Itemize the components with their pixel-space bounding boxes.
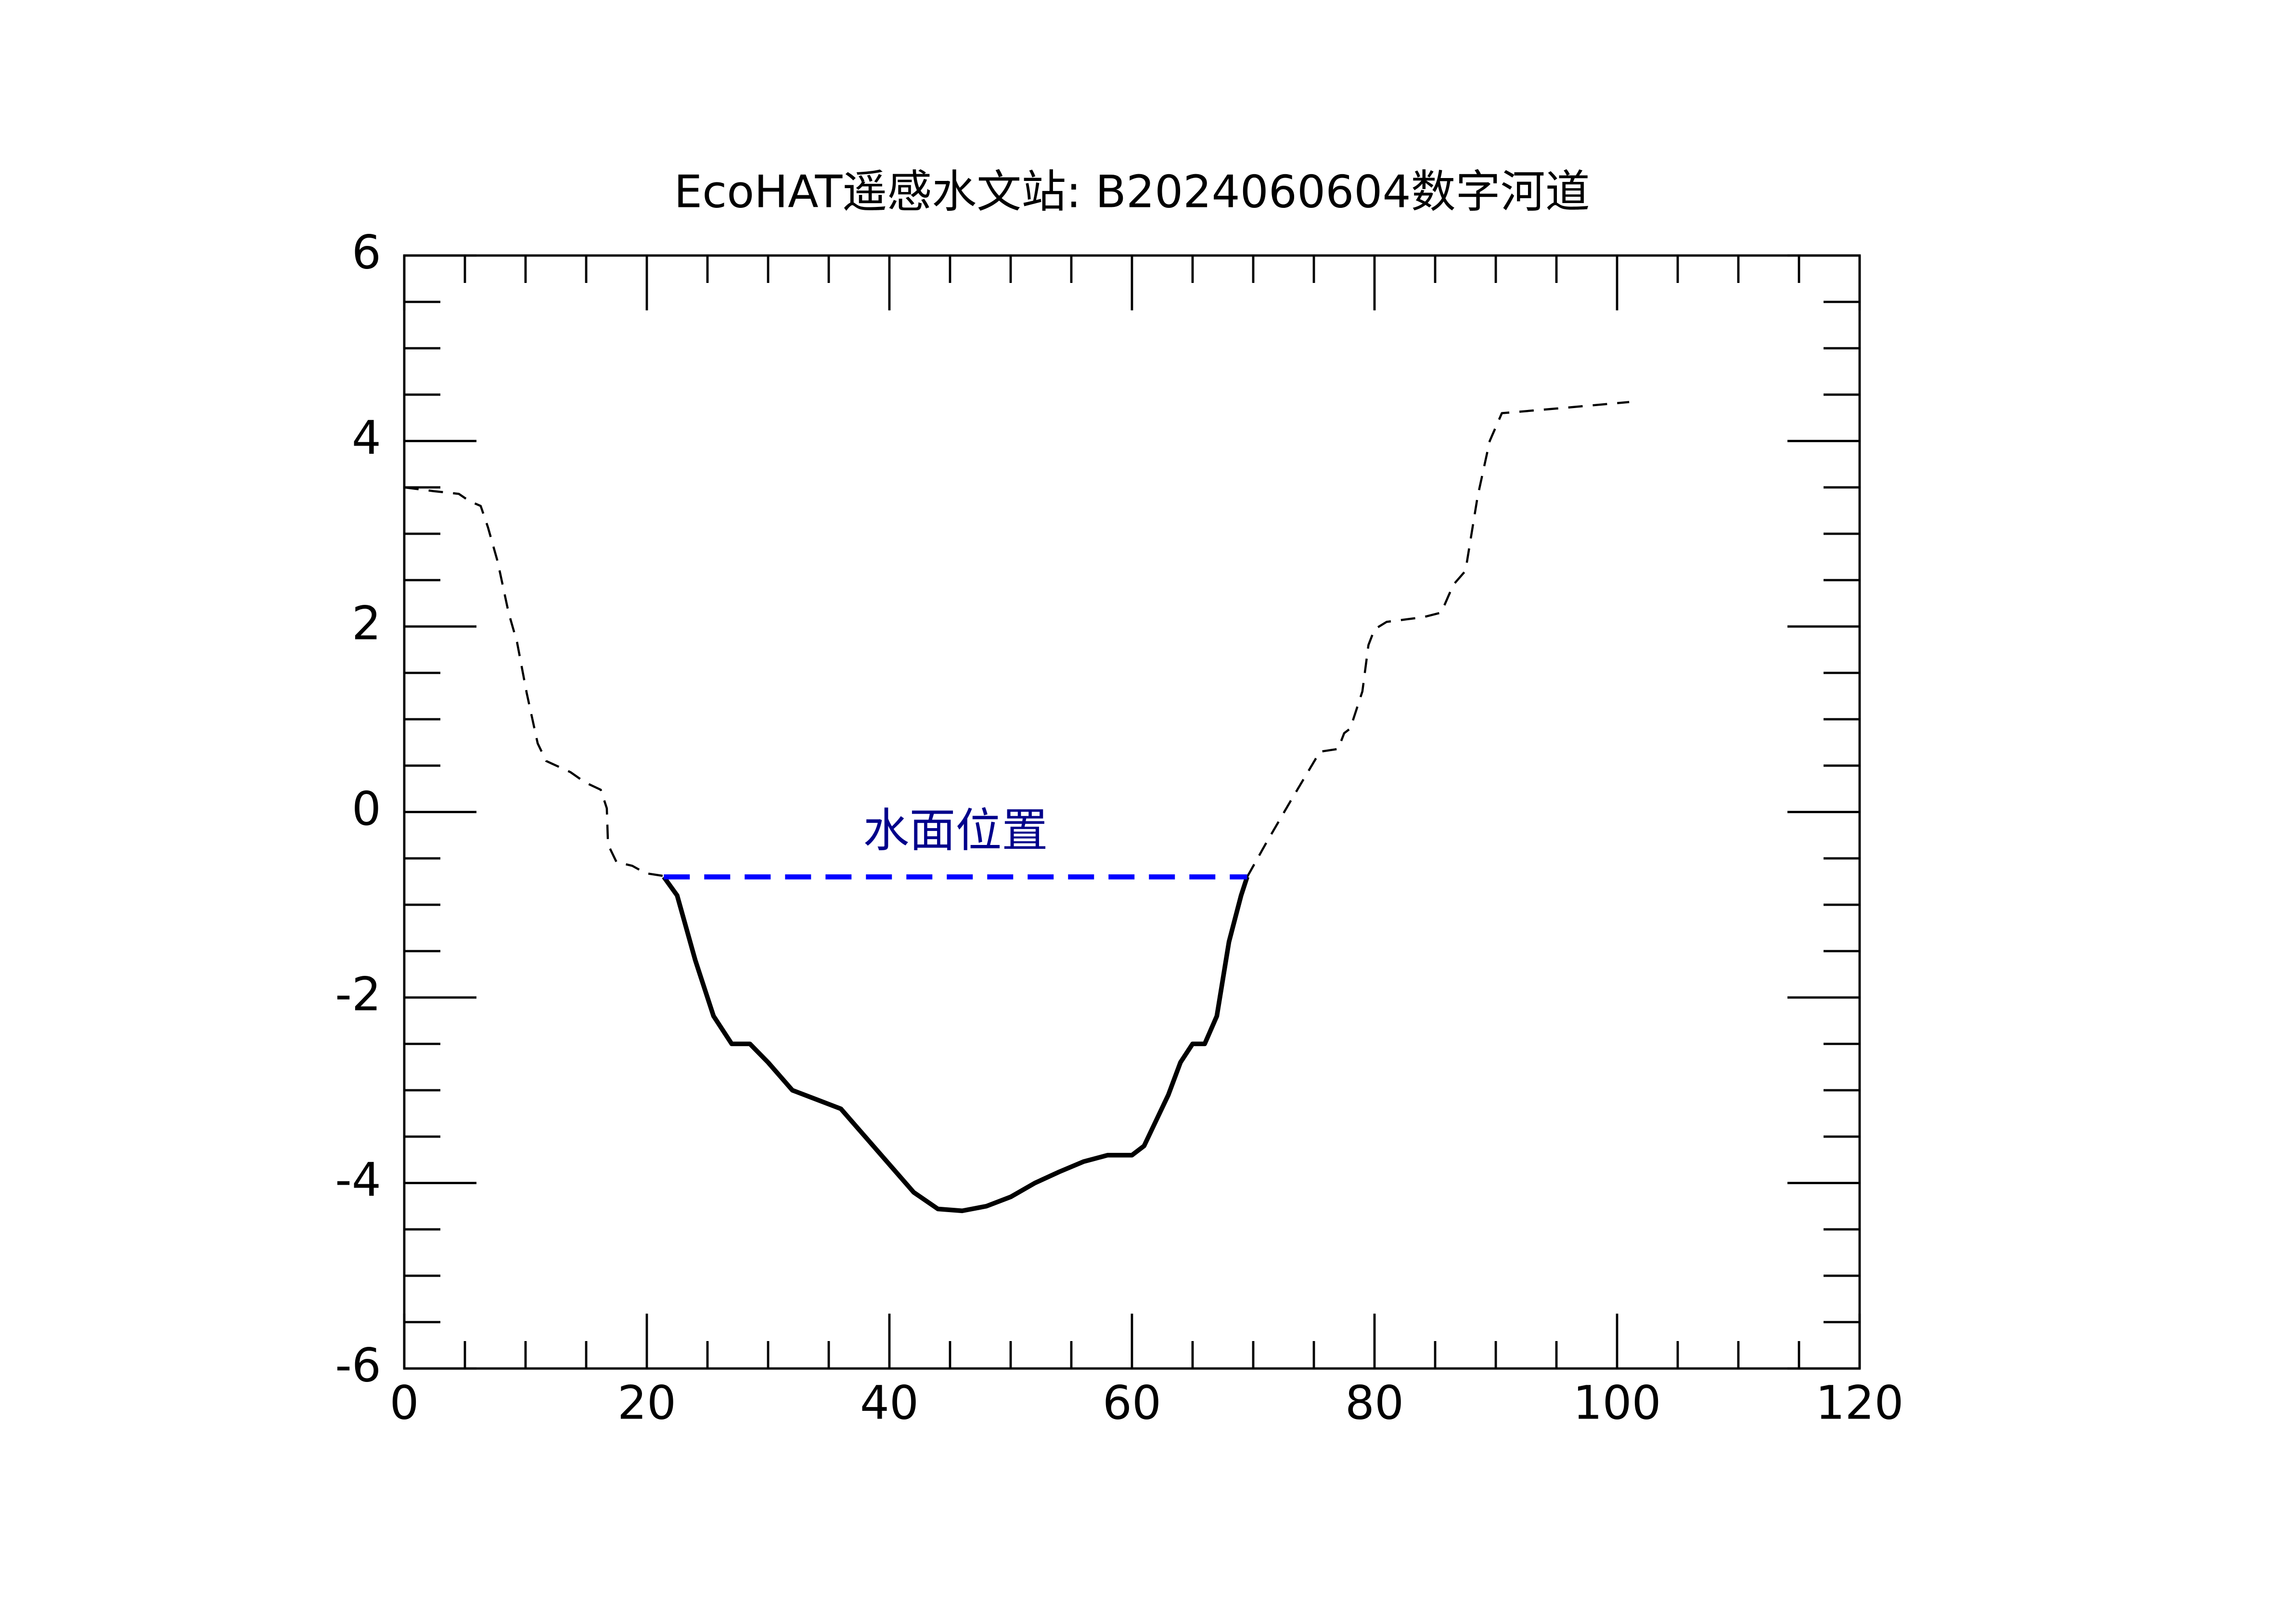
y-tick-label: 4 (352, 411, 381, 465)
profile-line (404, 486, 664, 877)
profile-line (662, 875, 1249, 1214)
x-tick-label: 80 (1345, 1376, 1404, 1430)
profile-line (1246, 401, 1630, 878)
y-tick-label: -6 (335, 1338, 381, 1392)
y-tick-label: 0 (352, 782, 381, 836)
x-tick-label: 40 (860, 1376, 919, 1430)
y-tick-label: 6 (352, 225, 381, 279)
y-tick-label: 2 (352, 596, 381, 650)
annotation: 水面位置 (863, 804, 1048, 857)
x-tick-label: 120 (1815, 1376, 1903, 1430)
x-tick-label: 100 (1573, 1376, 1661, 1430)
chart-title: EcoHAT遥感水文站: B2024060604数字河道 (674, 166, 1590, 217)
x-tick-label: 60 (1103, 1376, 1161, 1430)
x-tick-label: 0 (389, 1376, 419, 1430)
x-tick-label: 20 (617, 1376, 676, 1430)
y-tick-label: -4 (335, 1153, 381, 1207)
y-tick-label: -2 (335, 967, 381, 1021)
